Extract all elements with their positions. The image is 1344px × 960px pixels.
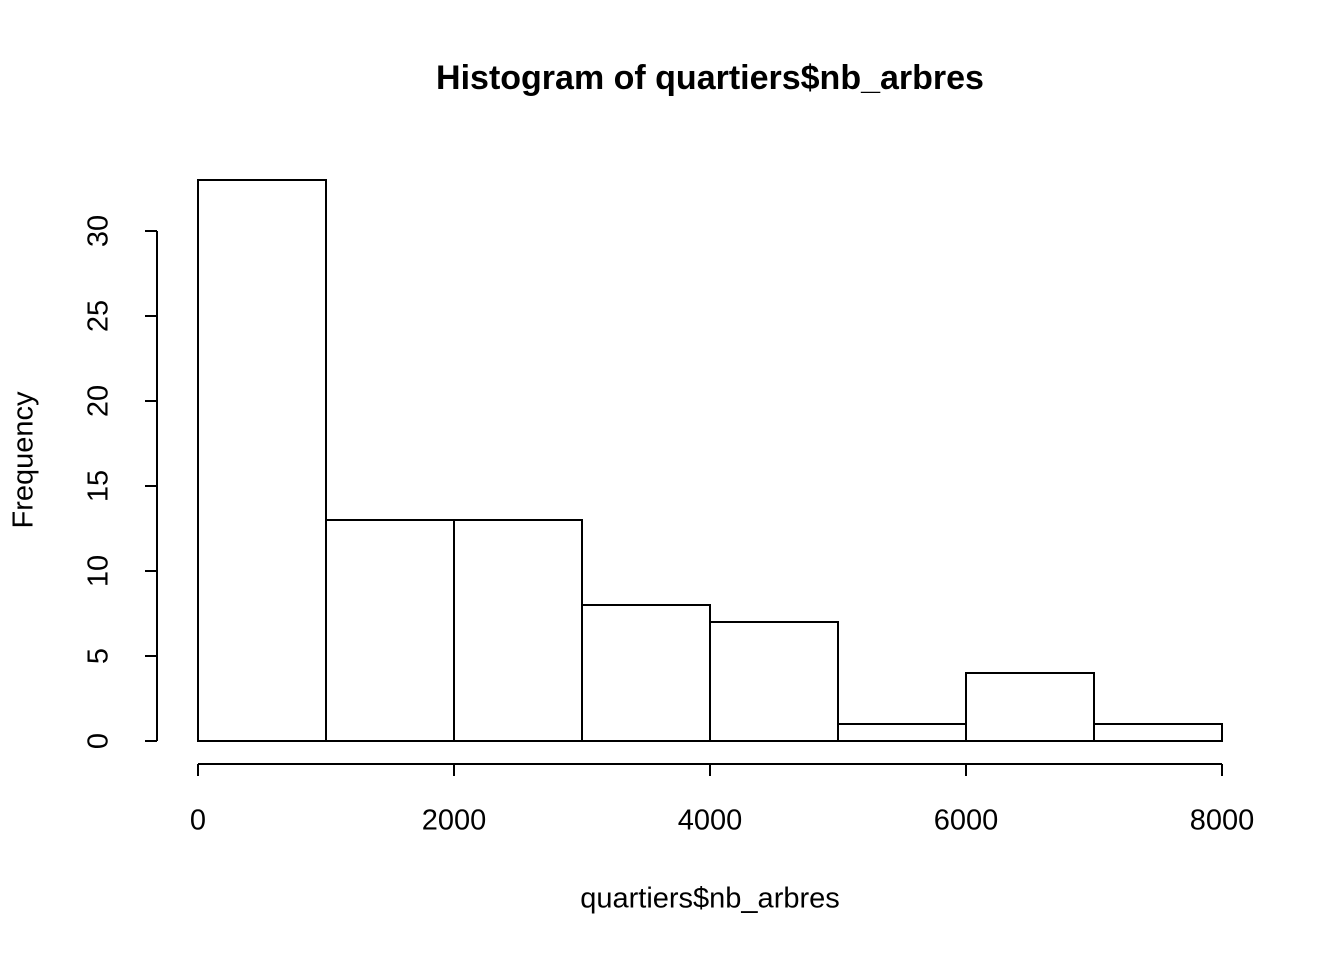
bar — [837, 723, 967, 742]
y-tick-label: 10 — [83, 555, 115, 587]
y-tick-label: 5 — [83, 648, 115, 664]
x-tick-label: 4000 — [678, 805, 743, 837]
x-tick-label: 8000 — [1190, 805, 1255, 837]
bar — [1093, 723, 1223, 742]
bar — [325, 519, 455, 742]
bar — [581, 604, 711, 742]
chart-title: Histogram of quartiers$nb_arbres — [436, 59, 984, 97]
x-tick-label: 2000 — [422, 805, 487, 837]
y-tick-label: 20 — [83, 385, 115, 417]
y-tick-label: 0 — [83, 733, 115, 749]
y-tick-label: 30 — [83, 215, 115, 247]
x-tick-label: 0 — [190, 805, 206, 837]
bar — [197, 179, 327, 742]
x-tick-label: 6000 — [934, 805, 999, 837]
bar — [453, 519, 583, 742]
bar — [965, 672, 1095, 742]
y-tick-label: 25 — [83, 300, 115, 332]
y-tick-label: 15 — [83, 470, 115, 502]
bar — [709, 621, 839, 742]
y-axis-label: Frequency — [8, 391, 40, 529]
x-axis-label: quartiers$nb_arbres — [580, 883, 840, 915]
